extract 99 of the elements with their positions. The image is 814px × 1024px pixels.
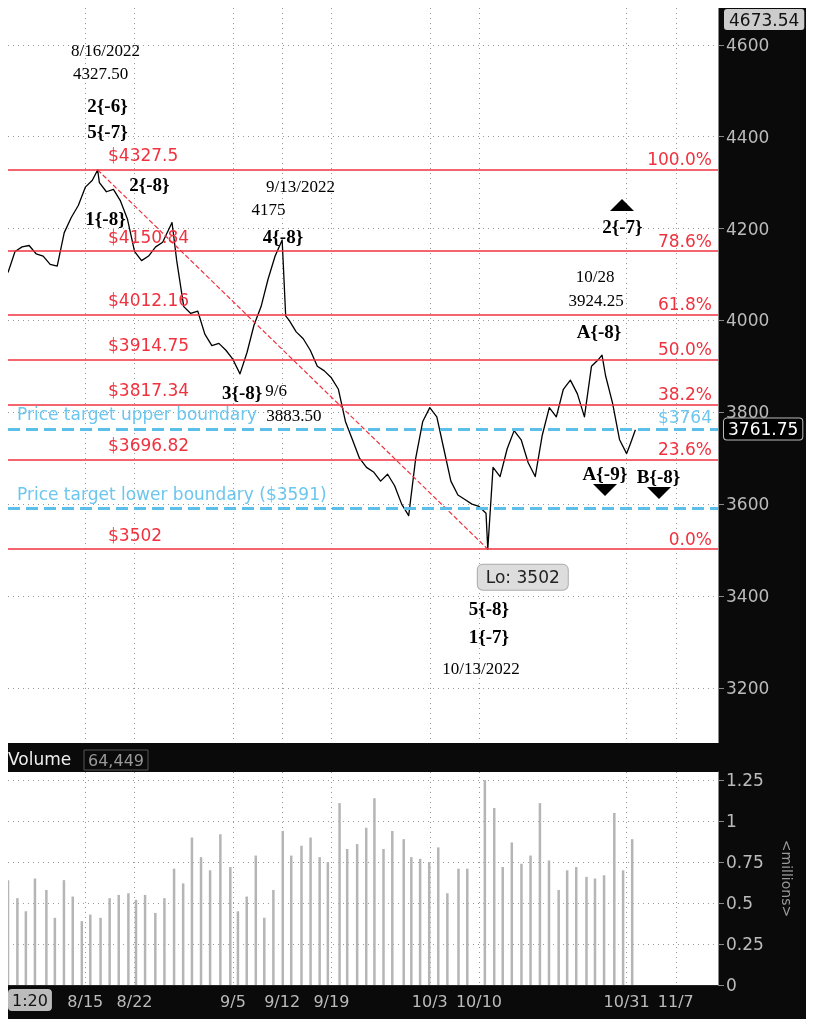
bar xyxy=(613,812,616,985)
annotation: 3883.50 xyxy=(266,405,322,425)
bar xyxy=(338,803,341,985)
bar xyxy=(163,898,166,985)
x-tick-label: 10/31 xyxy=(603,991,650,1011)
y-tick-label: 4400 xyxy=(726,126,770,147)
bar xyxy=(219,834,222,985)
annotation: A{-8} xyxy=(576,320,622,342)
bar xyxy=(99,917,102,985)
y-tick-label: 3200 xyxy=(726,677,770,698)
annotation: 38.2% xyxy=(657,383,712,404)
bar xyxy=(373,798,376,985)
bar xyxy=(300,845,303,985)
annotation: 2{-8} xyxy=(129,173,170,195)
bar xyxy=(501,867,504,985)
y-tick-label: 4600 xyxy=(726,34,770,55)
annotation: 1{-7} xyxy=(468,625,509,647)
x-tick-label: 11/7 xyxy=(657,991,694,1011)
y-tick-label: 3400 xyxy=(726,586,770,606)
bar xyxy=(16,898,19,985)
bar xyxy=(272,889,275,985)
x-tick-label: 10/10 xyxy=(455,991,503,1011)
chart-title: Volume xyxy=(8,748,72,769)
y-axis-title: <millions> xyxy=(779,839,795,918)
annotation: 8/16/2022 xyxy=(71,40,140,60)
annotation: 5{-7} xyxy=(87,120,128,142)
bar xyxy=(71,896,74,985)
y-tick-label: 4200 xyxy=(726,218,770,239)
bar xyxy=(281,830,284,985)
ref-line-label: Price target upper boundary xyxy=(17,404,258,425)
annotation: 2{-7} xyxy=(602,215,643,237)
bar xyxy=(529,855,532,985)
annotation: B{-8} xyxy=(636,465,681,487)
annotation: A{-9} xyxy=(582,462,628,484)
bar xyxy=(446,893,449,985)
ref-line-label: Price target lower boundary ($3591) xyxy=(17,483,327,504)
annotation: 3924.25 xyxy=(568,290,624,310)
annotation: 9/13/2022 xyxy=(266,176,336,196)
bar xyxy=(245,896,248,985)
bar xyxy=(309,837,312,985)
bar xyxy=(557,889,560,985)
bar xyxy=(127,893,130,985)
y-tick-label: 1 xyxy=(726,811,737,832)
bar xyxy=(318,857,321,985)
ref-line-label: $3817.34 xyxy=(108,379,190,400)
y-tick-label: 0.25 xyxy=(726,934,764,955)
x-tick-label: 9/12 xyxy=(264,991,301,1011)
bar xyxy=(229,867,232,985)
y-tick-label: 0 xyxy=(726,975,737,995)
y-tick-label: 3600 xyxy=(726,494,770,515)
annotation: 4327.50 xyxy=(73,63,129,83)
bar xyxy=(437,847,440,985)
x-tick-label: 8/15 xyxy=(67,991,104,1011)
x-tick-label: 8/22 xyxy=(116,991,153,1011)
annotation: 100.0% xyxy=(647,149,712,170)
annotation: 5{-8} xyxy=(468,597,509,619)
y-tick-label: 0.75 xyxy=(726,852,764,873)
bar xyxy=(117,894,120,985)
annotation: 0.0% xyxy=(668,528,712,549)
text: 1:20 xyxy=(12,990,48,1010)
annotation: 10/13/2022 xyxy=(442,658,520,678)
y-tick-label: 0.5 xyxy=(726,893,754,914)
bar xyxy=(154,912,157,985)
bar xyxy=(466,868,469,985)
bar xyxy=(382,849,385,985)
text: 4673.54 xyxy=(729,9,800,30)
annotation: 1{-8} xyxy=(85,207,126,229)
ref-line-label: $3696.82 xyxy=(108,435,190,456)
annotation: 4175 xyxy=(251,199,286,219)
bar xyxy=(391,830,394,985)
ref-line-label: $3502 xyxy=(108,524,163,545)
annotation: 50.0% xyxy=(657,339,712,360)
annotation: 10/28 xyxy=(575,266,615,286)
annotation: 61.8% xyxy=(657,294,712,315)
annotation: 2{-6} xyxy=(87,94,128,116)
annotation: Lo: 3502 xyxy=(485,567,560,588)
bar xyxy=(45,889,48,985)
ref-line-label: $3914.75 xyxy=(108,335,190,356)
annotation: 9/6 xyxy=(265,380,288,400)
bar xyxy=(585,876,588,985)
annotation: 4{-8} xyxy=(262,225,304,247)
text: 64,449 xyxy=(88,750,144,770)
bar xyxy=(402,839,405,985)
bar xyxy=(108,898,111,985)
bar xyxy=(263,917,266,985)
x-tick-label: 9/19 xyxy=(313,991,350,1011)
annotation: 3{-8} xyxy=(221,381,263,403)
bar xyxy=(410,857,413,985)
bar xyxy=(457,868,460,985)
annotation: 78.6% xyxy=(657,230,712,251)
x-tick-label: 9/5 xyxy=(220,991,246,1011)
x-tick-label: 10/3 xyxy=(411,991,448,1011)
bar xyxy=(520,863,523,985)
annotation: 23.6% xyxy=(657,439,712,460)
ref-line-label: $4327.5 xyxy=(108,145,179,166)
annotation: $3764 xyxy=(657,407,712,428)
bar xyxy=(89,914,92,985)
y-tick-label: 4000 xyxy=(726,310,770,331)
y-tick-label: 1.25 xyxy=(726,770,764,791)
